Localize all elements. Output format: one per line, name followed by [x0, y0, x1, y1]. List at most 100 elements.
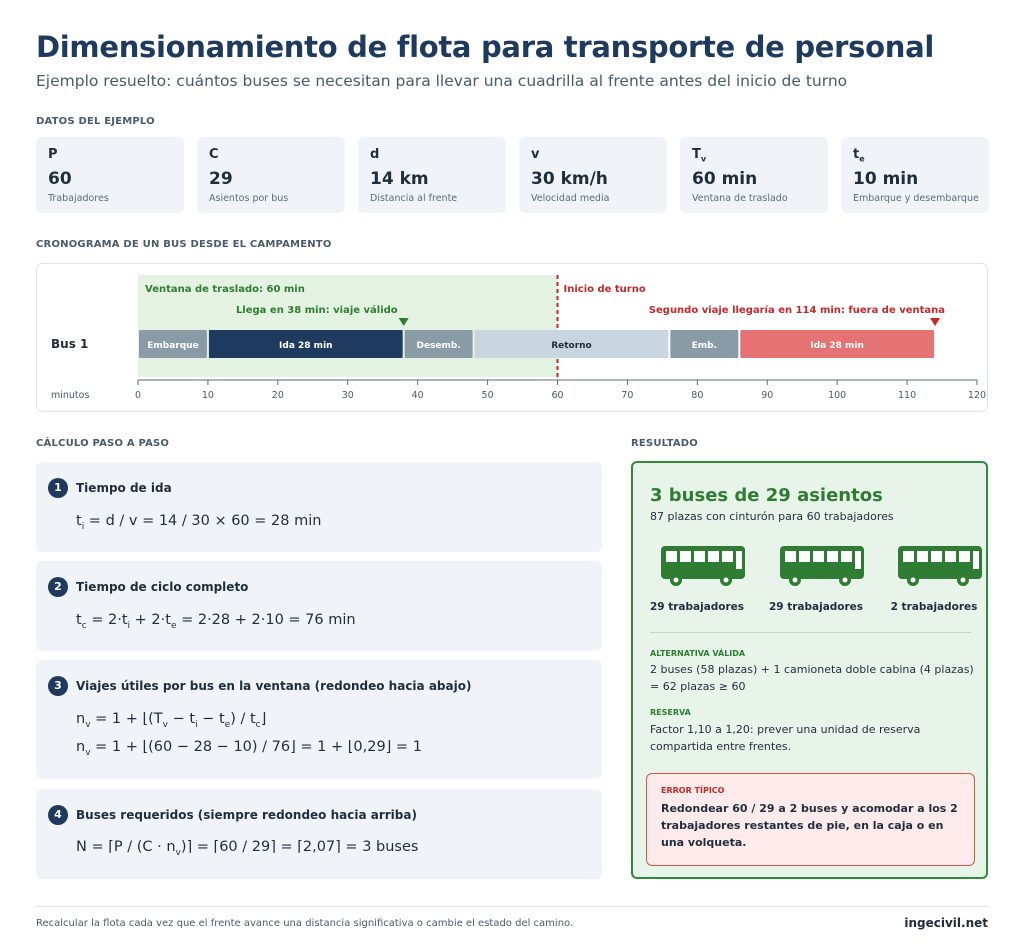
bus-door — [973, 551, 979, 569]
axis-tick-label: 120 — [968, 390, 986, 401]
arrival-marker — [398, 318, 409, 326]
step-number: 4 — [48, 805, 68, 825]
bus-label: 29 trabajadores — [649, 601, 745, 613]
window-label: Ventana de traslado: 60 min — [145, 284, 305, 295]
result-section-label: RESULTADO — [631, 438, 698, 449]
second-trip-marker — [930, 318, 941, 326]
footer-note: Recalcular la flota cada vez que el fren… — [36, 918, 574, 929]
timeline-segment-label: Retorno — [551, 341, 592, 351]
step-equation: N = ⌈P / (C · nv)⌉ = ⌈60 / 29⌉ = ⌈2,07⌉ … — [76, 839, 419, 858]
axis-tick-label: 30 — [342, 390, 354, 401]
bus-body — [661, 546, 745, 579]
bus-door — [736, 551, 742, 569]
page-subtitle: Ejemplo resuelto: cuántos buses se neces… — [36, 72, 848, 90]
arrival-label: Llega en 38 min: viaje válido — [236, 304, 398, 316]
bus-row-label: Bus 1 — [51, 337, 88, 351]
card-symbol: d — [370, 147, 380, 162]
step-number: 2 — [48, 577, 68, 597]
bus-body — [780, 546, 864, 579]
card-description: Embarque y desembarque — [853, 193, 979, 204]
bus-hub — [960, 577, 966, 583]
calc-step-4: 4 Buses requeridos (siempre redondeo hac… — [36, 789, 602, 879]
bus-window — [841, 551, 852, 562]
data-card-p: P 60 Trabajadores — [36, 137, 184, 213]
timeline-segment-label: Emb. — [692, 341, 717, 351]
card-description: Trabajadores — [48, 193, 109, 204]
bus-door — [855, 551, 861, 569]
timeline-segment — [404, 330, 473, 358]
axis-tick-label: 0 — [135, 390, 141, 401]
bus-icon — [780, 546, 864, 586]
card-symbol-sub: v — [700, 154, 707, 164]
card-description: Distancia al frente — [370, 193, 458, 204]
step-number: 1 — [48, 478, 68, 498]
card-symbol-sub: e — [859, 154, 865, 164]
card-value: 60 — [48, 169, 72, 189]
bus-window — [680, 551, 691, 562]
bus-hub — [673, 577, 679, 583]
result-title: 3 buses de 29 asientos — [650, 485, 883, 506]
bus-label: 29 trabajadores — [768, 601, 864, 613]
timeline-segment-label: Embarque — [147, 341, 198, 351]
bus-window — [813, 551, 824, 562]
timeline-chart: Ventana de traslado: 60 min Inicio de tur… — [51, 275, 986, 401]
bus-hub — [723, 577, 729, 583]
bus-window — [917, 551, 928, 562]
bus-icon — [898, 546, 982, 586]
card-symbol: C — [209, 147, 219, 162]
second-trip-label: Segundo viaje llegaría en 114 min: fuera… — [649, 304, 945, 316]
timeline-segment-label: Desemb. — [417, 341, 461, 351]
reserve-text: Factor 1,10 a 1,20: prever una unidad de… — [650, 723, 921, 753]
card-value: 14 km — [370, 169, 429, 189]
page-title: Dimensionamiento de flota para transport… — [36, 30, 935, 64]
data-card-te: te 10 min Embarque y desembarque — [841, 137, 989, 213]
timeline-panel: Ventana de traslado: 60 min Inicio de tur… — [36, 263, 988, 412]
error-text: Redondear 60 / 29 a 2 buses y acomodar a… — [661, 802, 958, 849]
step-title: Buses requeridos (siempre redondeo hacia… — [76, 808, 417, 822]
data-card-tv: Tv 60 min Ventana de traslado — [680, 137, 828, 213]
calc-step-1: 1 Tiempo de ida ti = d / v = 14 / 30 × 6… — [36, 462, 602, 552]
error-box: ERROR TÍPICO Redondear 60 / 29 a 2 buses… — [646, 773, 975, 866]
bus-group-2: 29 trabajadores — [761, 545, 871, 617]
card-symbol: t — [853, 147, 860, 162]
alternative-label: ALTERNATIVA VÁLIDA — [650, 649, 746, 658]
card-value: 60 min — [692, 169, 758, 189]
bus-window — [722, 551, 733, 562]
timeline-segment-label: Ida 28 min — [279, 341, 333, 351]
bus-label: 2 trabajadores — [890, 601, 978, 613]
axis-tick-label: 70 — [621, 390, 633, 401]
bus-window — [959, 551, 970, 562]
bus-group-1: 29 trabajadores — [642, 545, 752, 617]
card-symbol: v — [531, 147, 540, 162]
reserve-label: RESERVA — [650, 708, 691, 717]
timeline-segment — [474, 330, 669, 358]
card-description: Ventana de traslado — [692, 193, 788, 204]
timeline-segment — [740, 330, 935, 358]
axis-tick-label: 20 — [272, 390, 284, 401]
axis-label: minutos — [51, 390, 89, 401]
data-card-v: v 30 km/h Velocidad media — [519, 137, 667, 213]
axis-tick-label: 80 — [691, 390, 703, 401]
axis-tick-label: 10 — [202, 390, 214, 401]
card-description: Asientos por bus — [209, 193, 289, 204]
step-title: Tiempo de ida — [76, 481, 172, 495]
card-symbol: P — [48, 147, 58, 162]
bus-window — [785, 551, 796, 562]
bus-window — [827, 551, 838, 562]
step-equation: ti = d / v = 14 / 30 × 60 = 28 min — [76, 513, 322, 532]
step-equation: tc = 2·ti + 2·te = 2·28 + 2·10 = 76 min — [76, 612, 356, 631]
axis-tick-label: 90 — [761, 390, 773, 401]
bus-window — [945, 551, 956, 562]
step-title: Tiempo de ciclo completo — [76, 580, 249, 594]
alternative-text: 2 buses (58 plazas) + 1 camioneta doble … — [650, 663, 974, 693]
calc-step-3: 3 Viajes útiles por bus en la ventana (r… — [36, 660, 602, 779]
card-description: Velocidad media — [531, 193, 610, 204]
shift-start-label: Inicio de turno — [564, 284, 646, 295]
data-section-label: DATOS DEL EJEMPLO — [36, 116, 155, 127]
result-panel: 3 buses de 29 asientos 87 plazas con cin… — [631, 461, 988, 879]
timeline-segment — [139, 330, 207, 358]
bus-window — [666, 551, 677, 562]
brand-link[interactable]: ingecivil.net — [904, 916, 988, 930]
bus-group-3: 2 trabajadores — [879, 545, 989, 617]
data-card-d: d 14 km Distancia al frente — [358, 137, 506, 213]
